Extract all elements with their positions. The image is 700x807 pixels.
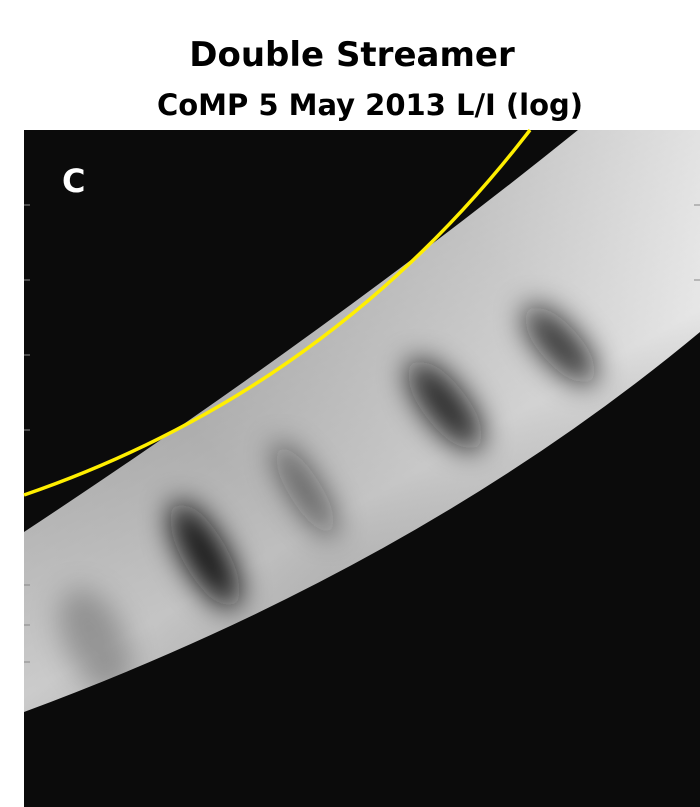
- title: Double Streamer: [189, 35, 515, 75]
- figure: Double Streamer CoMP 5 May 2013 L/I (log…: [0, 0, 700, 807]
- panel-label: C: [62, 162, 85, 200]
- page: Double Streamer CoMP 5 May 2013 L/I (log…: [0, 0, 700, 807]
- subtitle: CoMP 5 May 2013 L/I (log): [157, 88, 583, 122]
